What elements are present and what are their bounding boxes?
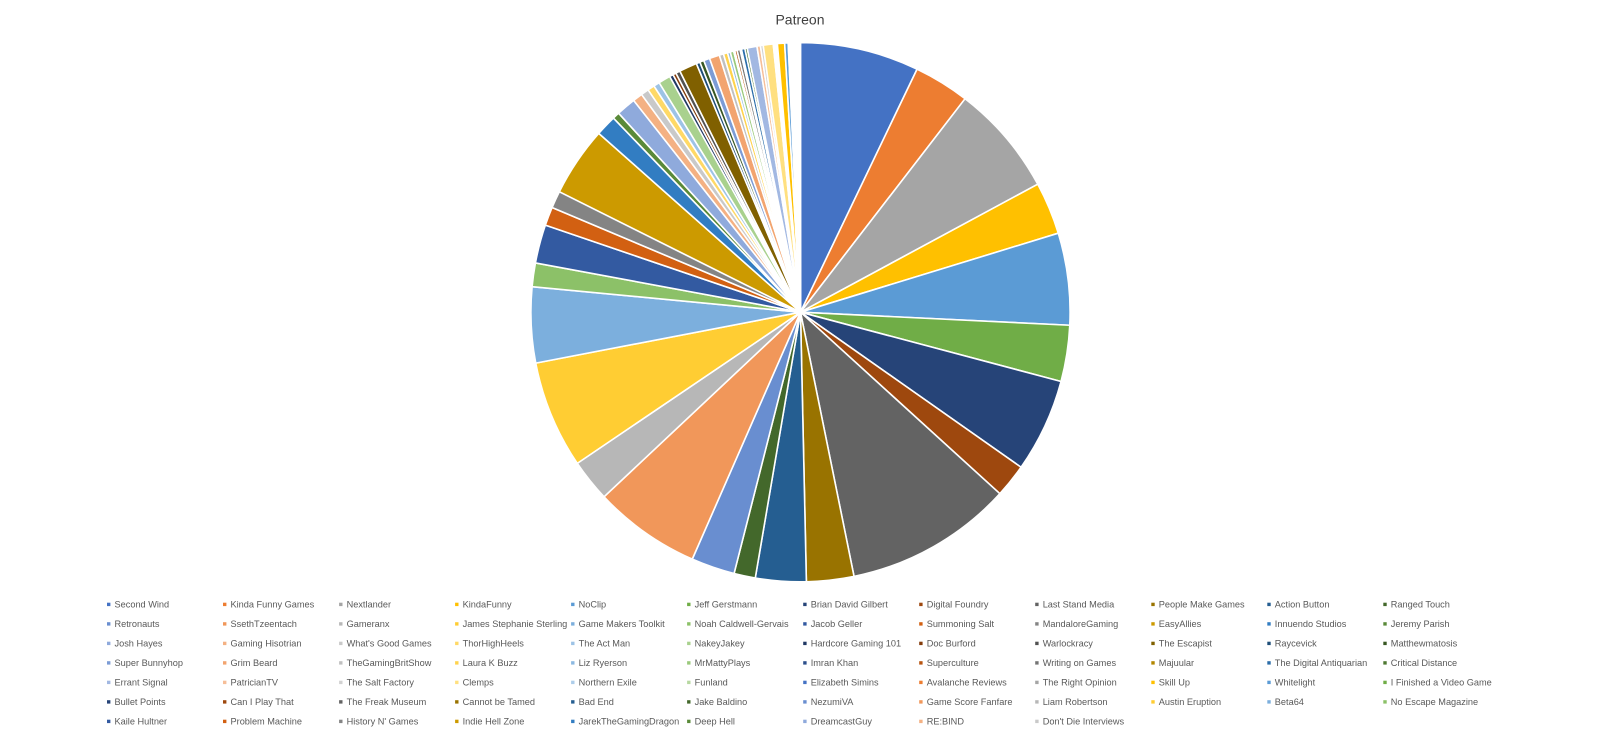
svg-text:Kaile Hultner: Kaile Hultner: [115, 717, 168, 727]
svg-text:Brian David Gilbert: Brian David Gilbert: [811, 600, 889, 610]
svg-text:Action Button: Action Button: [1275, 600, 1330, 610]
svg-text:Game Makers Toolkit: Game Makers Toolkit: [579, 619, 666, 629]
svg-text:Matthewmatosis: Matthewmatosis: [1391, 639, 1458, 649]
svg-text:Cannot be Tamed: Cannot be Tamed: [463, 697, 535, 707]
svg-text:PatricianTV: PatricianTV: [231, 678, 279, 688]
svg-text:Second Wind: Second Wind: [115, 600, 170, 610]
svg-text:Elizabeth Simins: Elizabeth Simins: [811, 678, 879, 688]
svg-text:Beta64: Beta64: [1275, 697, 1304, 707]
svg-text:Warlockracy: Warlockracy: [1043, 639, 1094, 649]
svg-text:Liz Ryerson: Liz Ryerson: [579, 658, 628, 668]
svg-text:Imran Khan: Imran Khan: [811, 658, 859, 668]
svg-text:Game Score Fanfare: Game Score Fanfare: [927, 697, 1013, 707]
svg-text:Bad End: Bad End: [579, 697, 614, 707]
svg-text:EasyAllies: EasyAllies: [1159, 619, 1202, 629]
svg-text:JarekTheGamingDragon: JarekTheGamingDragon: [579, 717, 680, 727]
svg-text:Last Stand Media: Last Stand Media: [1043, 600, 1115, 610]
svg-text:The Salt Factory: The Salt Factory: [347, 678, 415, 688]
svg-text:SsethTzeentach: SsethTzeentach: [231, 619, 297, 629]
svg-text:Doc Burford: Doc Burford: [927, 639, 976, 649]
svg-text:Don't Die Interviews: Don't Die Interviews: [1043, 717, 1125, 727]
svg-text:Nextlander: Nextlander: [347, 600, 391, 610]
svg-text:Liam Robertson: Liam Robertson: [1043, 697, 1108, 707]
svg-text:People Make Games: People Make Games: [1159, 600, 1245, 610]
svg-text:Jeremy Parish: Jeremy Parish: [1391, 619, 1450, 629]
svg-text:Avalanche Reviews: Avalanche Reviews: [927, 678, 1007, 688]
svg-text:Majuular: Majuular: [1159, 658, 1194, 668]
svg-text:Gaming Hisotrian: Gaming Hisotrian: [231, 639, 302, 649]
svg-text:Patreon: Patreon: [775, 12, 824, 28]
svg-text:No Escape Magazine: No Escape Magazine: [1391, 697, 1478, 707]
svg-text:NezumiVA: NezumiVA: [811, 697, 855, 707]
svg-text:Super Bunnyhop: Super Bunnyhop: [115, 658, 183, 668]
svg-text:Skill Up: Skill Up: [1159, 678, 1190, 688]
svg-text:TheGamingBritShow: TheGamingBritShow: [347, 658, 432, 668]
svg-text:Errant Signal: Errant Signal: [115, 678, 168, 688]
svg-text:James Stephanie Sterling: James Stephanie Sterling: [463, 619, 568, 629]
svg-text:Noah Caldwell-Gervais: Noah Caldwell-Gervais: [695, 619, 789, 629]
svg-text:ThorHighHeels: ThorHighHeels: [463, 639, 525, 649]
svg-text:Retronauts: Retronauts: [115, 619, 160, 629]
svg-text:The Digital Antiquarian: The Digital Antiquarian: [1275, 658, 1367, 668]
svg-text:DreamcastGuy: DreamcastGuy: [811, 717, 873, 727]
svg-text:Jake Baldino: Jake Baldino: [695, 697, 748, 707]
svg-text:RE:BIND: RE:BIND: [927, 717, 965, 727]
svg-text:Can I Play That: Can I Play That: [231, 697, 295, 707]
svg-text:MrMattyPlays: MrMattyPlays: [695, 658, 751, 668]
svg-text:The Escapist: The Escapist: [1159, 639, 1213, 649]
svg-text:Bullet Points: Bullet Points: [115, 697, 166, 707]
svg-text:Problem Machine: Problem Machine: [231, 717, 303, 727]
svg-text:Raycevick: Raycevick: [1275, 639, 1317, 649]
svg-text:I Finished a Video Game: I Finished a Video Game: [1391, 678, 1492, 688]
svg-text:Writing on Games: Writing on Games: [1043, 658, 1117, 668]
svg-text:Hardcore Gaming 101: Hardcore Gaming 101: [811, 639, 901, 649]
svg-text:Clemps: Clemps: [463, 678, 495, 688]
svg-text:Whitelight: Whitelight: [1275, 678, 1316, 688]
svg-text:Grim Beard: Grim Beard: [231, 658, 278, 668]
svg-text:Superculture: Superculture: [927, 658, 979, 668]
svg-text:Deep Hell: Deep Hell: [695, 717, 735, 727]
svg-text:What's Good Games: What's Good Games: [347, 639, 432, 649]
svg-text:The Right Opinion: The Right Opinion: [1043, 678, 1117, 688]
svg-text:Funland: Funland: [695, 678, 728, 688]
svg-text:Kinda Funny Games: Kinda Funny Games: [231, 600, 315, 610]
svg-text:Jacob Geller: Jacob Geller: [811, 619, 863, 629]
svg-text:Austin Eruption: Austin Eruption: [1159, 697, 1221, 707]
svg-text:KindaFunny: KindaFunny: [463, 600, 512, 610]
svg-text:History N' Games: History N' Games: [347, 717, 419, 727]
svg-text:Jeff Gerstmann: Jeff Gerstmann: [695, 600, 758, 610]
svg-text:Josh Hayes: Josh Hayes: [115, 639, 163, 649]
svg-text:Northern Exile: Northern Exile: [579, 678, 637, 688]
svg-text:Indie Hell Zone: Indie Hell Zone: [463, 717, 525, 727]
svg-text:The Freak Museum: The Freak Museum: [347, 697, 427, 707]
svg-text:MandaloreGaming: MandaloreGaming: [1043, 619, 1119, 629]
svg-text:Critical Distance: Critical Distance: [1391, 658, 1457, 668]
svg-text:Ranged Touch: Ranged Touch: [1391, 600, 1450, 610]
svg-text:Digital Foundry: Digital Foundry: [927, 600, 989, 610]
svg-text:Laura K Buzz: Laura K Buzz: [463, 658, 519, 668]
svg-text:Innuendo Studios: Innuendo Studios: [1275, 619, 1347, 629]
svg-text:NoClip: NoClip: [579, 600, 607, 610]
svg-text:Gameranx: Gameranx: [347, 619, 390, 629]
svg-text:The Act Man: The Act Man: [579, 639, 631, 649]
svg-text:Summoning Salt: Summoning Salt: [927, 619, 995, 629]
svg-text:NakeyJakey: NakeyJakey: [695, 639, 745, 649]
